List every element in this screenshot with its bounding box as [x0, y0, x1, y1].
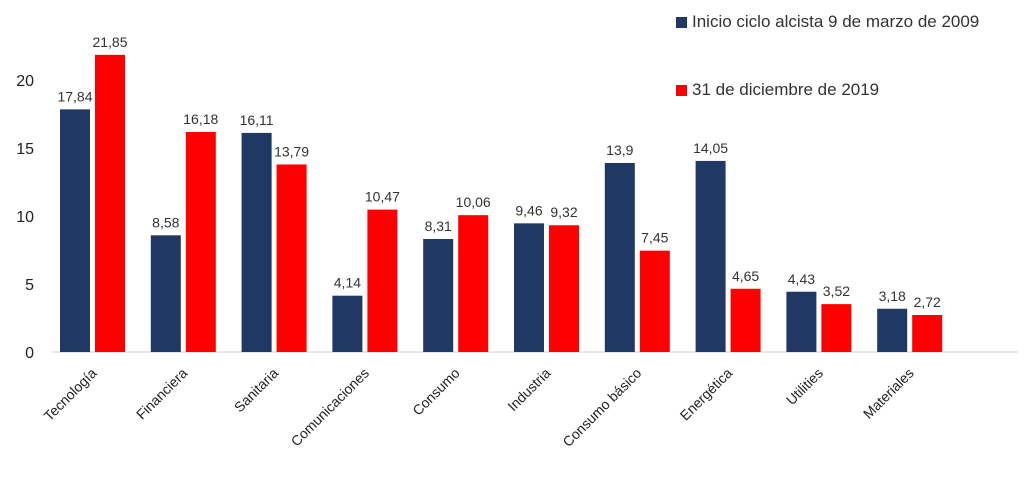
- bar: [458, 215, 489, 352]
- data-label: 8,31: [425, 218, 452, 234]
- category-label: Consumo básico: [559, 365, 644, 450]
- category-label: Utilities: [783, 365, 826, 408]
- bar: [912, 315, 943, 352]
- category-label: Energética: [677, 365, 736, 424]
- bar: [60, 109, 90, 352]
- data-label: 3,52: [823, 283, 850, 299]
- bar: [95, 54, 125, 353]
- y-tick-label: 15: [16, 141, 34, 158]
- data-label: 17,84: [57, 88, 92, 104]
- legend-label-series-1: Inicio ciclo alcista 9 de marzo de 2009: [692, 12, 980, 31]
- data-label: 7,45: [641, 230, 668, 246]
- data-label: 8,58: [152, 214, 179, 230]
- category-label: Materiales: [860, 365, 917, 422]
- bar: [639, 250, 670, 352]
- legend-item-series-1: Inicio ciclo alcista 9 de marzo de 2009: [676, 12, 979, 32]
- data-label: 16,18: [183, 111, 218, 127]
- bar: [276, 164, 307, 352]
- data-label: 2,72: [914, 294, 941, 310]
- bar: [604, 162, 635, 352]
- y-tick-label: 10: [16, 209, 34, 226]
- bar: [786, 291, 817, 352]
- data-label: 9,46: [515, 202, 542, 218]
- data-label: 9,32: [550, 204, 577, 220]
- legend-item-series-2: 31 de diciembre de 2019: [676, 80, 879, 100]
- bar: [730, 288, 761, 352]
- bar: [549, 225, 579, 352]
- data-label: 4,65: [732, 268, 759, 284]
- category-label: Industria: [504, 365, 553, 414]
- bar: [423, 238, 454, 352]
- category-label: Consumo: [409, 365, 463, 419]
- y-tick-label: 20: [16, 73, 34, 90]
- data-label: 10,06: [456, 194, 491, 210]
- bar: [150, 235, 181, 352]
- legend-swatch-series-2: [676, 84, 687, 96]
- data-label: 4,14: [334, 275, 361, 291]
- bar: [821, 304, 852, 352]
- category-label: Comunicaciones: [288, 365, 372, 449]
- data-label: 16,11: [240, 112, 274, 128]
- legend-swatch-series-1: [676, 16, 687, 28]
- category-label: Sanitaria: [231, 365, 282, 416]
- bar: [332, 295, 363, 352]
- bar: [695, 160, 726, 352]
- y-tick-label: 0: [25, 345, 34, 362]
- data-label: 13,9: [606, 142, 633, 158]
- data-label: 13,79: [274, 143, 309, 159]
- bar: [367, 209, 398, 352]
- y-tick-label: 5: [25, 277, 34, 294]
- legend-label-series-2: 31 de diciembre de 2019: [692, 80, 880, 99]
- bar: [185, 131, 216, 352]
- data-label: 21,85: [92, 34, 127, 50]
- bar: [241, 132, 272, 352]
- bar: [514, 223, 544, 352]
- category-label: Financiera: [133, 365, 191, 423]
- data-label: 10,47: [365, 189, 400, 205]
- bar: [877, 308, 908, 352]
- data-label: 4,43: [788, 271, 815, 287]
- category-label: Tecnología: [40, 365, 99, 424]
- data-label: 14,05: [693, 140, 728, 156]
- data-label: 3,18: [879, 288, 906, 304]
